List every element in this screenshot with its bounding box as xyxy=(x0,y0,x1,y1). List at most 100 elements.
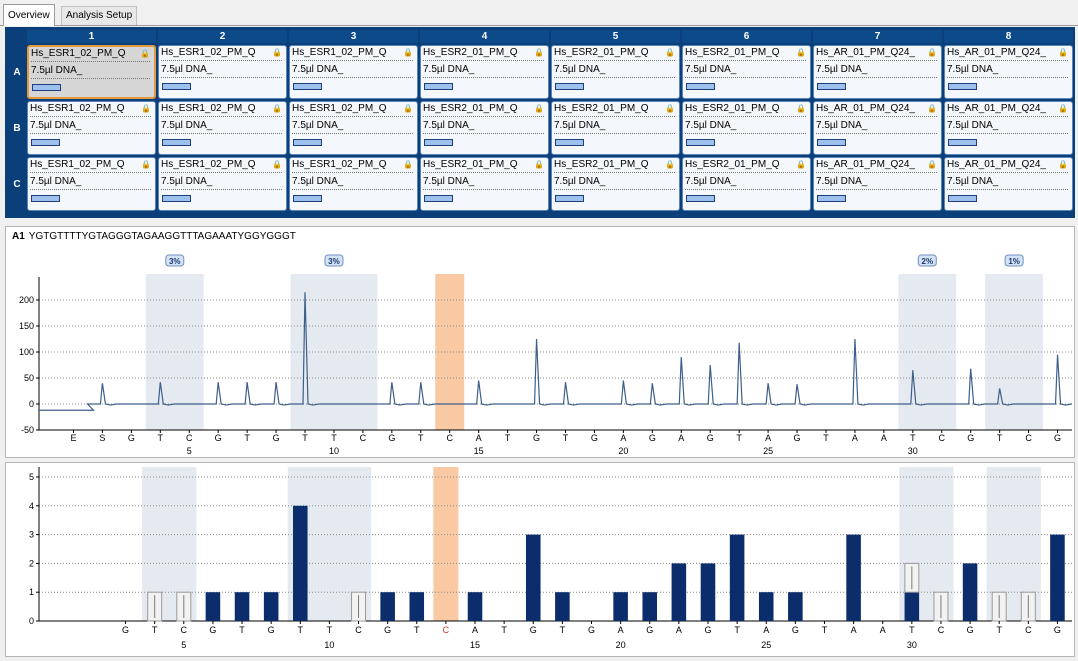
dispensation-label: T xyxy=(505,433,511,443)
dispensation-label: T xyxy=(501,625,507,635)
well-c5[interactable]: Hs_ESR2_01_PM_Q 🔒 7.5µl DNA_ xyxy=(551,157,680,211)
lock-icon: 🔒 xyxy=(403,48,413,57)
dispensation-label: A xyxy=(763,625,769,635)
x-tick-label: 10 xyxy=(324,640,334,650)
sample-name: 7.5µl DNA_ xyxy=(554,64,606,75)
well-b3[interactable]: Hs_ESR1_02_PM_Q 🔒 7.5µl DNA_ xyxy=(289,101,418,155)
dotted-divider xyxy=(292,133,413,134)
dotted-divider xyxy=(30,172,151,173)
well-c4[interactable]: Hs_ESR2_01_PM_Q 🔒 7.5µl DNA_ xyxy=(420,157,549,211)
assay-name: Hs_AR_01_PM_Q24_ xyxy=(947,159,1046,170)
assay-name: Hs_ESR2_01_PM_Q xyxy=(423,103,518,114)
histogram-bar xyxy=(613,592,628,621)
quality-bar xyxy=(162,195,191,202)
well-a8[interactable]: Hs_AR_01_PM_Q24_ 🔒 7.5µl DNA_ xyxy=(944,45,1073,99)
dotted-divider xyxy=(816,116,937,117)
quality-bar xyxy=(686,139,715,146)
dispensation-label: A xyxy=(852,433,858,443)
quality-bar xyxy=(686,195,715,202)
sample-name: 7.5µl DNA_ xyxy=(423,120,475,131)
histogram-bar xyxy=(293,505,308,621)
dotted-divider xyxy=(816,133,937,134)
x-tick-label: 5 xyxy=(181,640,186,650)
well-a3[interactable]: Hs_ESR1_02_PM_Q 🔒 7.5µl DNA_ xyxy=(289,45,418,99)
assay-name: Hs_ESR2_01_PM_Q xyxy=(685,159,780,170)
well-a1[interactable]: Hs_ESR1_02_PM_Q 🔒 7.5µl DNA_ xyxy=(27,45,156,99)
dotted-divider xyxy=(554,60,675,61)
lock-icon: 🔒 xyxy=(403,160,413,169)
well-a7[interactable]: Hs_AR_01_PM_Q24_ 🔒 7.5µl DNA_ xyxy=(813,45,942,99)
methylation-label: 2% xyxy=(922,257,934,266)
sample-name: 7.5µl DNA_ xyxy=(30,120,82,131)
dispensation-label: G xyxy=(588,625,595,635)
assay-name: Hs_ESR1_02_PM_Q xyxy=(292,103,387,114)
sample-name: 7.5µl DNA_ xyxy=(31,65,83,76)
histogram-bar xyxy=(962,563,978,621)
well-b7[interactable]: Hs_AR_01_PM_Q24_ 🔒 7.5µl DNA_ xyxy=(813,101,942,155)
well-b4[interactable]: Hs_ESR2_01_PM_Q 🔒 7.5µl DNA_ xyxy=(420,101,549,155)
dotted-divider xyxy=(685,133,806,134)
pyrogram-trace xyxy=(39,292,1072,411)
well-b5[interactable]: Hs_ESR2_01_PM_Q 🔒 7.5µl DNA_ xyxy=(551,101,680,155)
well-c2[interactable]: Hs_ESR1_02_PM_Q 🔒 7.5µl DNA_ xyxy=(158,157,287,211)
dispensation-label: G xyxy=(215,433,222,443)
tab-overview[interactable]: Overview xyxy=(3,4,55,26)
dotted-divider xyxy=(685,116,806,117)
y-tick-label: 1 xyxy=(29,587,34,597)
well-a4[interactable]: Hs_ESR2_01_PM_Q 🔒 7.5µl DNA_ xyxy=(420,45,549,99)
dispensation-label: G xyxy=(1054,625,1061,635)
assay-name: Hs_ESR1_02_PM_Q xyxy=(31,48,126,59)
column-header: 4 xyxy=(420,30,549,43)
tab-analysis-setup[interactable]: Analysis Setup xyxy=(61,6,138,25)
well-b8[interactable]: Hs_AR_01_PM_Q24_ 🔒 7.5µl DNA_ xyxy=(944,101,1073,155)
lock-icon: 🔒 xyxy=(534,160,544,169)
dispensation-label: A xyxy=(618,625,624,635)
well-c6[interactable]: Hs_ESR2_01_PM_Q 🔒 7.5µl DNA_ xyxy=(682,157,811,211)
dispensation-label: C xyxy=(355,625,362,635)
dispensation-label: G xyxy=(122,625,129,635)
sample-name: 7.5µl DNA_ xyxy=(30,176,82,187)
dispensation-label: T xyxy=(910,433,916,443)
well-c8[interactable]: Hs_AR_01_PM_Q24_ 🔒 7.5µl DNA_ xyxy=(944,157,1073,211)
quality-bar xyxy=(32,84,61,91)
quality-bar xyxy=(31,139,60,146)
assay-name: Hs_ESR2_01_PM_Q xyxy=(554,103,649,114)
dispensation-label: T xyxy=(298,625,304,635)
sample-name: 7.5µl DNA_ xyxy=(423,176,475,187)
dispensation-label: G xyxy=(533,433,540,443)
lock-icon: 🔒 xyxy=(272,104,282,113)
dotted-divider xyxy=(554,77,675,78)
dispensation-label: G xyxy=(704,625,711,635)
well-c7[interactable]: Hs_AR_01_PM_Q24_ 🔒 7.5µl DNA_ xyxy=(813,157,942,211)
x-tick-label: 30 xyxy=(907,640,917,650)
dispensation-label: G xyxy=(530,625,537,635)
methylation-label: 1% xyxy=(1008,257,1020,266)
dispensation-label: T xyxy=(331,433,337,443)
histogram-bar xyxy=(380,592,395,621)
dispensation-label: A xyxy=(676,625,682,635)
row-header: A xyxy=(13,67,21,78)
well-c1[interactable]: Hs_ESR1_02_PM_Q 🔒 7.5µl DNA_ xyxy=(27,157,156,211)
well-a6[interactable]: Hs_ESR2_01_PM_Q 🔒 7.5µl DNA_ xyxy=(682,45,811,99)
well-b2[interactable]: Hs_ESR1_02_PM_Q 🔒 7.5µl DNA_ xyxy=(158,101,287,155)
dispensation-label: T xyxy=(822,625,828,635)
quality-bar xyxy=(424,195,453,202)
pyrogram-chart: 3% 3% 2% 1% 200 150 100 50 0 -50 E S G T C G T G T T C G T C A T G… xyxy=(19,254,1072,456)
well-a2[interactable]: Hs_ESR1_02_PM_Q 🔒 7.5µl DNA_ xyxy=(158,45,287,99)
sample-name: 7.5µl DNA_ xyxy=(685,120,737,131)
well-a5[interactable]: Hs_ESR2_01_PM_Q 🔒 7.5µl DNA_ xyxy=(551,45,680,99)
dispensation-label: G xyxy=(646,625,653,635)
dotted-divider xyxy=(554,172,675,173)
lock-icon: 🔒 xyxy=(927,48,937,57)
lock-icon: 🔒 xyxy=(796,160,806,169)
dotted-divider xyxy=(30,116,151,117)
well-c3[interactable]: Hs_ESR1_02_PM_Q 🔒 7.5µl DNA_ xyxy=(289,157,418,211)
well-b6[interactable]: Hs_ESR2_01_PM_Q 🔒 7.5µl DNA_ xyxy=(682,101,811,155)
dispensation-label: C xyxy=(1025,625,1032,635)
well-b1[interactable]: Hs_ESR1_02_PM_Q 🔒 7.5µl DNA_ xyxy=(27,101,156,155)
dispensation-label: A xyxy=(620,433,626,443)
column-header: 3 xyxy=(289,30,418,43)
lock-icon: 🔒 xyxy=(534,48,544,57)
tab-divider xyxy=(0,25,1078,26)
